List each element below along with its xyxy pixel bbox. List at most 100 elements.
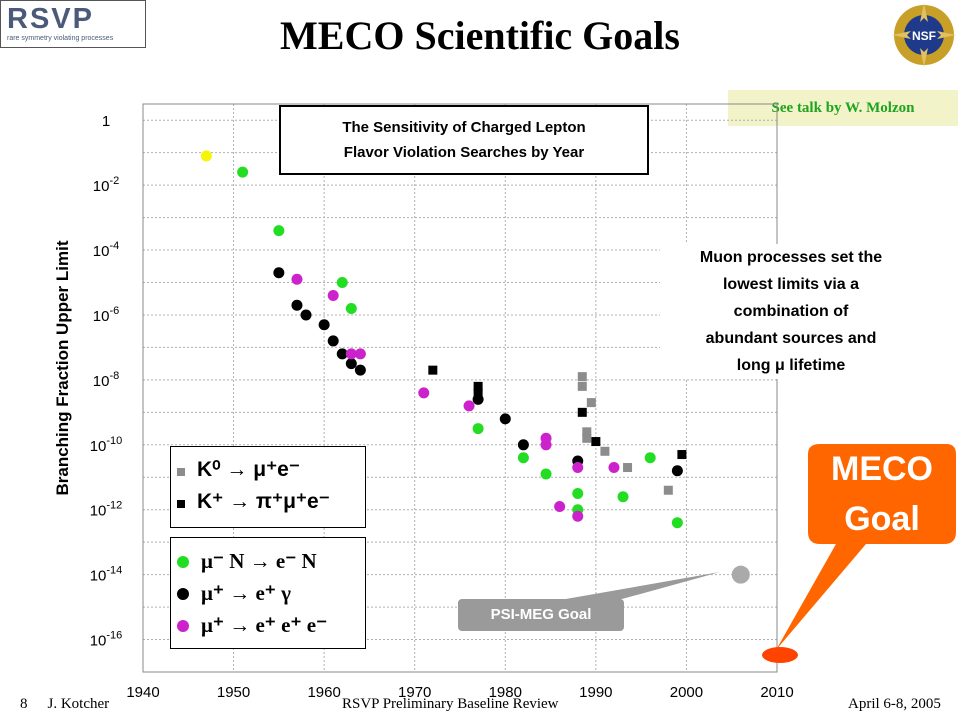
data-point-circle	[291, 273, 303, 285]
data-point-circle	[554, 500, 566, 512]
legend-label: μ⁺ → e⁺ e⁺ e⁻	[201, 613, 328, 637]
data-point-circle	[463, 400, 475, 412]
footer-left: 8 J. Kotcher	[20, 696, 129, 713]
x-tick-labels: 1940 1950 1960 1970 1980 1990 2000 2010	[126, 684, 793, 701]
y-tick-label: 10-10	[90, 435, 123, 455]
data-point-circle	[300, 309, 312, 321]
footer-date: April 6-8, 2005	[848, 696, 941, 712]
muon-note-line-5: long μ lifetime	[736, 357, 846, 374]
data-point-circle	[354, 364, 366, 376]
plot-frame	[142, 103, 778, 673]
data-point-circle	[237, 166, 249, 178]
footer-center: RSVP Preliminary Baseline Review	[342, 696, 559, 712]
muon-note-line-1: Muon processes set the	[699, 249, 883, 266]
data-point-circle	[345, 302, 357, 314]
meco-goal-line-2: Goal	[844, 500, 920, 538]
data-point-square	[428, 365, 438, 375]
rsvp-logo-text: RSVP	[7, 3, 94, 35]
data-point-square	[577, 372, 587, 382]
muon-note-line-4: abundant sources and	[705, 330, 877, 347]
y-tick-label: 10-6	[93, 305, 119, 325]
data-point-circle	[336, 277, 348, 289]
series--e-	[273, 267, 683, 477]
data-point-square	[582, 427, 592, 437]
meco-goal-line-1: MECO	[831, 450, 933, 488]
chart-title-line-1: The Sensitivity of Charged Lepton	[342, 119, 586, 136]
y-tick-exponent: -10	[106, 435, 122, 447]
y-tick-exponent: -14	[106, 565, 122, 577]
data-point-circle	[472, 423, 484, 435]
data-point-circle	[327, 289, 339, 301]
y-axis-label: Branching Fraction Upper Limit	[53, 240, 72, 495]
y-tick-label: 10-12	[90, 500, 123, 520]
y-tick-exponent: -8	[109, 370, 119, 382]
data-point-circle	[517, 452, 529, 464]
chart-title-box: The Sensitivity of Charged Lepton Flavor…	[279, 105, 649, 175]
x-tick-label: 1980	[489, 684, 522, 701]
y-tick-label: 10-4	[93, 240, 119, 260]
psi-meg-goal-label: PSI-MEG Goal	[458, 599, 624, 631]
data-point-circle	[472, 393, 484, 405]
nsf-globe-icon	[892, 3, 956, 67]
page-title: MECO Scientific Goals	[280, 13, 680, 58]
data-point-square	[577, 407, 587, 417]
nsf-logo: NSF	[892, 3, 956, 67]
y-tick-label: 10-16	[90, 630, 123, 650]
data-point-circle	[200, 150, 212, 162]
data-point-circle	[327, 335, 339, 347]
legend-marker-gray-square	[177, 468, 185, 476]
data-point-square	[600, 446, 610, 456]
page-number: 8	[20, 696, 28, 712]
legend-label: K⁰ → μ⁺e⁻	[197, 458, 300, 481]
series--e-e-e-	[291, 273, 620, 522]
data-point-circle	[731, 565, 750, 584]
y-tick-label: 10-14	[90, 565, 123, 585]
x-tick-label: 1940	[126, 684, 159, 701]
data-point-square	[586, 398, 596, 408]
data-point-circle	[418, 387, 430, 399]
data-point-circle	[517, 439, 529, 451]
data-point-circle	[617, 491, 629, 503]
data-point-square	[663, 485, 673, 495]
y-tick-label: 1	[102, 113, 110, 130]
y-tick-exponent: -12	[106, 500, 122, 512]
y-tick-label: 10-2	[93, 175, 119, 195]
series-psi-meg-goal	[731, 565, 750, 584]
data-point-circle	[572, 510, 584, 522]
data-point-square	[582, 433, 592, 443]
y-tick-exponent: -16	[106, 630, 122, 642]
rsvp-logo: RSVP rare symmetry violating processes	[0, 0, 146, 48]
muon-note: Muon processes set the lowest limits via…	[660, 244, 922, 379]
data-point-square	[577, 381, 587, 391]
x-tick-label: 1970	[398, 684, 431, 701]
data-point-circle	[273, 225, 285, 237]
legend-label: μ⁺ → e⁺ γ	[201, 581, 291, 605]
legend-muon: μ⁻ N → e⁻ N μ⁺ → e⁺ γ μ⁺ → e⁺ e⁺ e⁻	[170, 537, 366, 649]
data-point-square	[623, 463, 633, 473]
legend-kaon: K⁰ → μ⁺e⁻ K⁺ → π⁺μ⁺e⁻	[170, 446, 366, 528]
data-point-circle	[540, 468, 552, 480]
data-point-circle	[318, 319, 330, 331]
muon-note-line-3: combination of	[733, 303, 849, 320]
data-point-circle	[644, 452, 656, 464]
data-point-circle	[671, 465, 683, 477]
y-tick-exponent: -6	[109, 305, 119, 317]
legend-marker-black-square	[177, 500, 185, 508]
series-k-e-	[577, 372, 673, 495]
data-point-circle	[608, 462, 620, 474]
y-tick-label: 10-8	[93, 370, 119, 390]
x-tick-label: 2000	[670, 684, 703, 701]
y-tick-labels: 1 10-2 10-4 10-6 10-8 10-10 10-12 10-14 10-16	[90, 113, 123, 649]
series-k-e-	[428, 365, 687, 460]
legend-marker-green-circle	[177, 556, 189, 568]
data-point-circle	[345, 348, 357, 360]
legend-marker-magenta-circle	[177, 620, 189, 632]
y-tick-exponent: -2	[109, 175, 119, 187]
data-point-circle	[291, 299, 303, 311]
data-point-square	[473, 381, 483, 391]
see-talk-note: See talk by W. Molzon	[728, 90, 958, 126]
meco-goal-label: MECO Goal	[807, 444, 957, 544]
data-point-circle	[572, 462, 584, 474]
legend-label: K⁺ → π⁺μ⁺e⁻	[197, 490, 330, 513]
rsvp-logo-subtext: rare symmetry violating processes	[7, 35, 114, 42]
